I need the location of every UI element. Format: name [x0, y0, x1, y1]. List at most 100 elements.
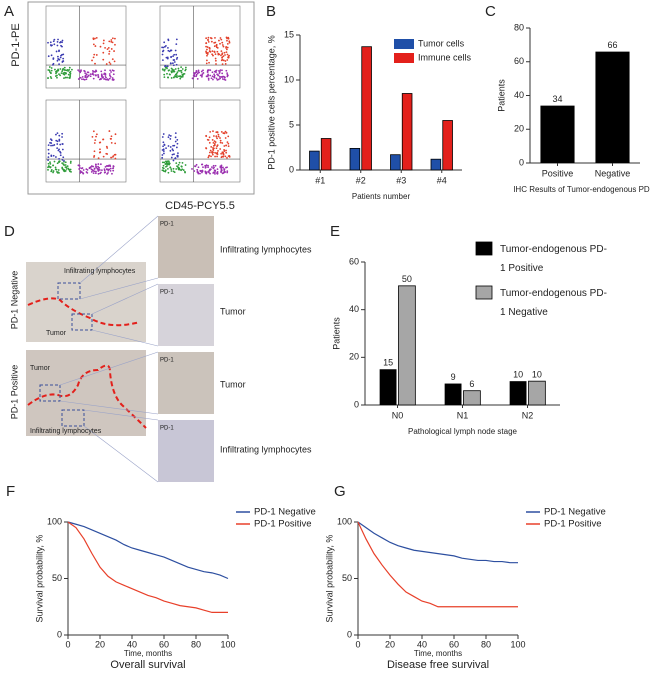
dot — [98, 151, 101, 154]
dot — [110, 141, 113, 144]
dot — [214, 151, 216, 154]
dot — [104, 69, 106, 72]
dot — [225, 131, 228, 134]
dot — [180, 71, 183, 74]
dot — [163, 69, 166, 72]
dot — [161, 50, 164, 53]
dot — [63, 164, 66, 167]
dot — [212, 54, 214, 57]
dot — [60, 54, 62, 57]
dot — [110, 135, 113, 138]
dot — [112, 167, 114, 170]
dot — [102, 42, 105, 45]
dot — [170, 55, 173, 58]
dot — [56, 74, 58, 77]
dot — [168, 134, 171, 137]
region-label: Tumor — [46, 330, 67, 337]
dot — [49, 72, 52, 74]
dot — [220, 168, 223, 171]
dot — [61, 132, 64, 135]
dot — [211, 50, 214, 53]
dot — [215, 147, 218, 150]
row-label: PD-1 Positive — [9, 365, 19, 420]
dot — [163, 161, 166, 164]
x-tick-label: Negative — [595, 168, 631, 178]
dot — [169, 149, 172, 152]
bar — [528, 380, 546, 406]
dot — [62, 168, 65, 171]
dot — [56, 44, 59, 47]
dot — [50, 69, 53, 72]
x-axis-label: IHC Results of Tumor-endogenous PD-1 — [513, 185, 650, 194]
dot — [220, 54, 222, 57]
dot — [169, 62, 172, 65]
dot — [214, 59, 217, 62]
dot — [214, 169, 217, 172]
dot — [91, 169, 94, 171]
dot — [171, 62, 174, 65]
inset-tag: PD-1 — [160, 358, 174, 364]
dot — [216, 155, 218, 158]
dot — [224, 155, 227, 158]
dot — [51, 44, 53, 47]
dot — [205, 45, 207, 48]
dot — [52, 63, 54, 66]
dot — [210, 146, 213, 148]
dot — [107, 47, 110, 49]
dot — [63, 159, 65, 162]
dot — [92, 172, 95, 175]
bar — [444, 383, 462, 405]
dot — [210, 155, 212, 158]
dot — [54, 68, 56, 71]
ihc-inset — [158, 284, 214, 346]
dot — [167, 136, 170, 139]
dot — [168, 50, 171, 53]
dot — [104, 171, 107, 174]
dot — [195, 73, 198, 76]
dot — [208, 61, 210, 64]
dot — [80, 69, 82, 72]
dot — [110, 48, 113, 50]
dot — [207, 170, 210, 173]
chart-title: Overall survival — [110, 659, 185, 671]
dot — [51, 144, 54, 147]
dot — [162, 164, 165, 167]
inset-tag: PD-1 — [160, 426, 174, 432]
dot — [216, 78, 219, 81]
dot — [114, 37, 116, 40]
dot — [208, 47, 211, 50]
dot — [82, 78, 85, 81]
dot — [102, 39, 105, 42]
dot — [69, 70, 72, 73]
dot — [171, 68, 174, 71]
dot — [196, 78, 199, 80]
x-tick-label: 40 — [417, 639, 427, 649]
dot — [47, 152, 50, 155]
x-axis-label: Patients number — [352, 192, 411, 201]
dot — [205, 135, 208, 138]
dot — [223, 150, 226, 152]
dot — [84, 75, 87, 77]
dot — [110, 156, 113, 159]
dot — [208, 141, 211, 144]
x-tick-label: #4 — [437, 175, 447, 185]
x-axis-label: Pathological lymph node stage — [408, 427, 518, 436]
dot — [201, 75, 203, 78]
y-tick-label: 0 — [289, 164, 294, 174]
x-tick-label: 100 — [220, 639, 235, 649]
dot — [161, 136, 164, 138]
dot — [175, 38, 178, 41]
dot — [59, 68, 62, 70]
dot — [50, 169, 53, 171]
bar — [595, 51, 630, 163]
dot — [225, 69, 228, 72]
dot — [94, 139, 97, 142]
dot — [50, 170, 53, 173]
dot — [225, 149, 227, 152]
legend-label: Tumor-endogenous PD-1 Positive — [500, 244, 607, 274]
dot — [192, 72, 195, 74]
dot — [167, 160, 170, 163]
dot — [205, 75, 208, 78]
dot — [173, 61, 176, 63]
dot — [105, 152, 108, 155]
